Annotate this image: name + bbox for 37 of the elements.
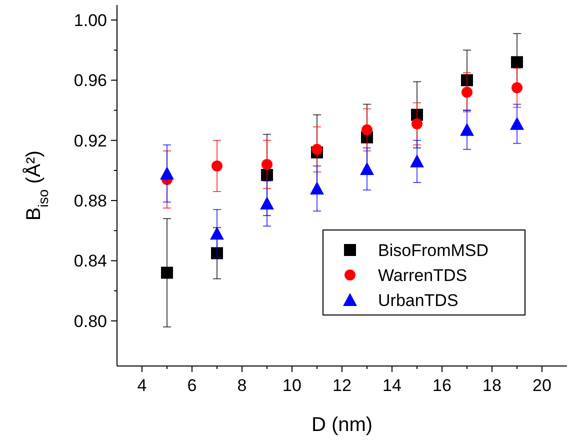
legend-label: UrbanTDS bbox=[378, 291, 458, 310]
point bbox=[512, 82, 522, 94]
point bbox=[312, 144, 322, 155]
x-tick-label: 14 bbox=[382, 376, 402, 395]
x-tick-label: 10 bbox=[282, 376, 302, 395]
y-tick-label: 1.00 bbox=[74, 11, 107, 30]
y-tick-label: 0.92 bbox=[74, 131, 107, 150]
x-tick-label: 18 bbox=[482, 376, 502, 395]
y-tick-label: 0.96 bbox=[74, 71, 107, 90]
y-tick-label: 0.84 bbox=[74, 252, 107, 271]
point bbox=[510, 116, 524, 130]
legend-label: BisoFromMSD bbox=[378, 241, 489, 260]
y-tick-label: 0.80 bbox=[74, 312, 107, 331]
point bbox=[161, 266, 173, 279]
point bbox=[412, 118, 422, 130]
x-tick-label: 20 bbox=[532, 376, 552, 395]
point bbox=[262, 158, 272, 170]
point bbox=[310, 182, 324, 195]
legend-label: WarrenTDS bbox=[378, 266, 468, 285]
x-axis-title: D (nm) bbox=[311, 414, 373, 436]
point bbox=[362, 124, 372, 136]
x-tick-label: 8 bbox=[237, 376, 247, 395]
point bbox=[360, 162, 374, 175]
point bbox=[212, 160, 222, 172]
x-tick-label: 16 bbox=[432, 376, 452, 395]
point bbox=[410, 154, 424, 168]
y-tick-label: 0.88 bbox=[74, 192, 107, 211]
point bbox=[260, 196, 274, 210]
x-tick-label: 4 bbox=[137, 376, 147, 395]
point bbox=[462, 86, 472, 98]
x-tick-label: 6 bbox=[187, 376, 197, 395]
point bbox=[160, 166, 174, 180]
point bbox=[210, 226, 224, 240]
x-tick-label: 12 bbox=[332, 376, 352, 395]
point bbox=[511, 56, 523, 68]
point bbox=[461, 74, 473, 86]
point bbox=[460, 122, 474, 136]
